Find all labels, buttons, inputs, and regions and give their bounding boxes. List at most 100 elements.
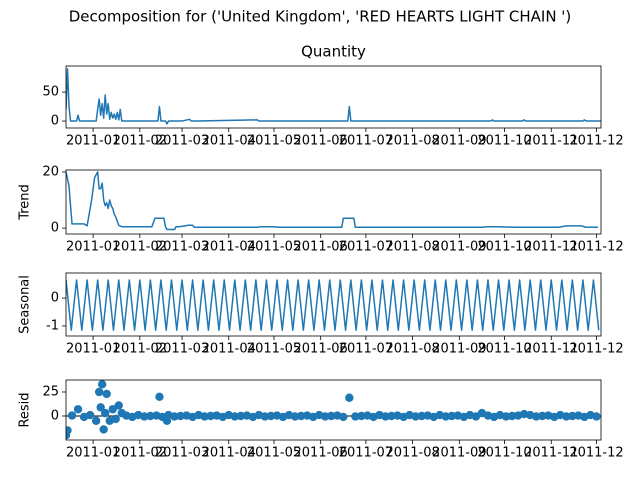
data-point (417, 411, 426, 421)
data-point (327, 411, 336, 421)
data-point (345, 393, 354, 402)
x-tick-label: 2011-02 (113, 342, 167, 357)
x-tick-label: 2011-10 (477, 240, 531, 255)
plot-area (66, 279, 600, 331)
x-tick-label: 2011-04 (202, 342, 256, 357)
data-point (140, 412, 149, 421)
data-point (108, 405, 117, 414)
x-tick-label: 2011-04 (202, 134, 256, 149)
data-point (447, 411, 457, 421)
data-line (66, 68, 601, 125)
y-tick-label: 50 (42, 85, 59, 100)
data-point (155, 392, 164, 401)
data-point (97, 380, 107, 389)
data-line (66, 171, 598, 231)
axes-frame (65, 65, 602, 129)
data-line (66, 279, 600, 331)
data-point (562, 412, 571, 421)
data-point (381, 412, 390, 421)
x-tick-label: 2011-12 (569, 240, 623, 255)
x-tick-label: 2011-11 (524, 342, 578, 357)
y-tick-label: 0 (51, 409, 59, 424)
x-tick-label: 2011-07 (339, 446, 393, 461)
data-point (538, 411, 547, 421)
x-tick-label: 2011-01 (66, 342, 120, 357)
data-point (507, 411, 517, 421)
x-tick-label: 2011-12 (569, 446, 623, 461)
data-point (351, 412, 360, 421)
y-axis-label: Seasonal (18, 275, 33, 334)
data-point (501, 412, 511, 421)
data-point (296, 411, 306, 421)
data-point (236, 411, 246, 421)
data-point (66, 426, 72, 435)
data-point (321, 412, 330, 421)
x-tick-label: 2011-02 (113, 240, 167, 255)
x-tick-label: 2011-10 (477, 446, 531, 461)
x-tick-label: 2011-05 (247, 342, 301, 357)
data-point (531, 412, 541, 421)
x-tick-label: 2011-02 (113, 134, 167, 149)
data-point (114, 401, 123, 410)
figure-title: Decomposition for ('United Kingdom', 'RE… (69, 8, 572, 26)
data-point (85, 410, 95, 420)
x-tick-label: 2011-01 (66, 134, 120, 149)
plot-area (66, 380, 601, 440)
x-tick-label: 2011-09 (432, 240, 486, 255)
data-point (94, 387, 104, 397)
x-tick-label: 2011-04 (202, 446, 256, 461)
data-point (100, 408, 110, 418)
data-point (170, 412, 179, 421)
x-tick-label: 2011-05 (247, 134, 301, 149)
x-tick-label: 2011-10 (477, 342, 531, 357)
x-tick-label: 2011-12 (569, 342, 623, 357)
axes-frame (65, 169, 602, 235)
data-point (260, 412, 270, 421)
x-tick-label: 2011-11 (524, 446, 578, 461)
data-point (176, 411, 185, 421)
x-tick-label: 2011-08 (385, 240, 439, 255)
x-tick-label: 2011-03 (155, 240, 209, 255)
y-tick-label: 20 (42, 164, 59, 179)
data-point (102, 389, 111, 399)
x-tick-label: 2011-07 (339, 134, 393, 149)
x-tick-label: 2011-06 (294, 446, 348, 461)
x-tick-label: 2011-03 (155, 342, 209, 357)
x-tick-label: 2011-05 (247, 240, 301, 255)
x-tick-label: 2011-03 (155, 446, 209, 461)
data-point (200, 412, 209, 421)
x-tick-label: 2011-08 (385, 446, 439, 461)
axes-frame (65, 272, 602, 337)
data-point (357, 411, 366, 421)
x-tick-label: 2011-01 (66, 240, 120, 255)
x-tick-label: 2011-09 (432, 342, 486, 357)
x-tick-label: 2011-02 (113, 446, 167, 461)
x-tick-label: 2011-12 (569, 134, 623, 149)
data-point (387, 411, 396, 421)
x-tick-label: 2011-05 (247, 446, 301, 461)
x-tick-label: 2011-06 (294, 342, 348, 357)
y-tick-label: -1 (46, 318, 59, 333)
y-axis-label: Trend (18, 184, 33, 221)
data-point (339, 412, 348, 422)
data-point (230, 412, 239, 421)
data-point (568, 411, 577, 421)
y-tick-label: 25 (42, 385, 59, 400)
axes-title: Quantity (301, 43, 366, 61)
data-point (73, 405, 83, 414)
plot-area (66, 171, 598, 231)
x-tick-label: 2011-07 (339, 342, 393, 357)
x-tick-label: 2011-11 (524, 134, 578, 149)
x-tick-label: 2011-03 (155, 134, 209, 149)
data-point (206, 411, 215, 421)
data-point (266, 411, 276, 421)
y-tick-label: 0 (51, 221, 59, 236)
data-point (592, 412, 601, 421)
x-tick-label: 2011-07 (339, 240, 393, 255)
y-tick-label: 0 (51, 291, 59, 306)
y-tick-label: 0 (51, 114, 59, 129)
x-tick-label: 2011-11 (524, 240, 578, 255)
data-point (111, 414, 120, 424)
